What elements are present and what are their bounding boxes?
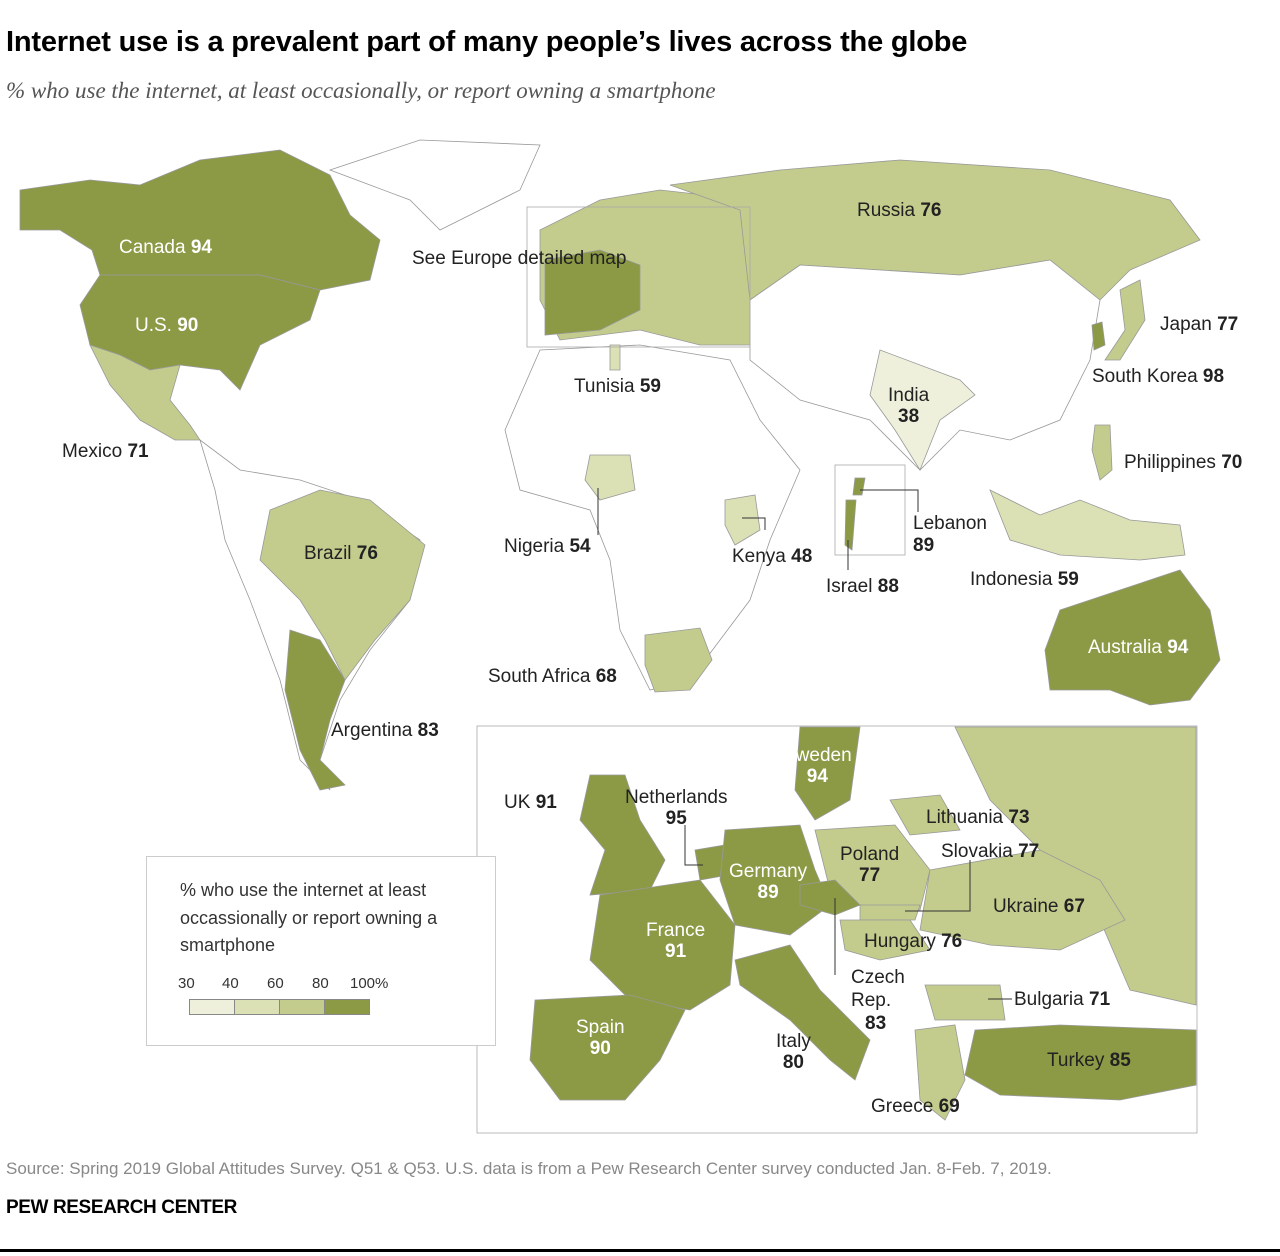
country-shape	[799, 879, 861, 916]
asia-shape	[749, 259, 1101, 471]
country-shape	[609, 344, 621, 371]
country-shape	[719, 824, 831, 936]
label-italy: Italy 80	[776, 1031, 811, 1073]
country-shape	[734, 944, 871, 1081]
label-south-korea: South Korea 98	[1092, 366, 1225, 387]
label-mexico: Mexico 71	[62, 441, 149, 462]
country-shape	[644, 627, 713, 693]
label-indonesia: Indonesia 59	[970, 569, 1079, 590]
country-shape	[989, 489, 1186, 561]
label-kenya: Kenya 48	[732, 546, 813, 567]
label-slovakia: Slovakia 77	[941, 841, 1040, 862]
greenland-shape	[328, 139, 541, 231]
country-shape	[284, 629, 346, 791]
legend: % who use the internet at least occassio…	[146, 856, 496, 1046]
label-bulgaria: Bulgaria 71	[1014, 989, 1111, 1010]
legend-title: % who use the internet at least occassio…	[180, 880, 438, 955]
legend-tick: 100%	[350, 975, 389, 992]
country-shape	[924, 984, 1006, 1021]
europe-callout-label: See Europe detailed map	[412, 248, 627, 269]
label-nigeria: Nigeria 54	[504, 536, 591, 557]
legend-tick: 80	[312, 975, 329, 992]
country-shape	[19, 149, 381, 291]
legend-tick: 40	[222, 975, 239, 992]
western-europe-shape	[544, 249, 641, 336]
country-shape	[852, 477, 866, 496]
country-shape	[859, 904, 921, 921]
label-sweden: Sweden 94	[783, 745, 852, 787]
label-france: France 91	[646, 920, 706, 962]
bottom-rule	[0, 1249, 1280, 1252]
label-uk: UK 91	[504, 792, 557, 813]
label-netherlands: Netherlands 95	[625, 787, 728, 829]
country-shape	[89, 344, 201, 441]
country-shape	[1091, 321, 1106, 351]
legend-swatch	[324, 999, 370, 1015]
page-title: Internet use is a prevalent part of many…	[6, 26, 968, 58]
label-south-africa: South Africa 68	[488, 666, 617, 687]
country-shape	[869, 349, 976, 471]
country-shape	[724, 494, 761, 546]
label-greece: Greece 69	[871, 1096, 960, 1117]
legend-swatch	[279, 999, 325, 1015]
legend-tick: 30	[178, 975, 195, 992]
legend-tick: 60	[267, 975, 284, 992]
country-shape	[914, 1024, 966, 1121]
source-note: Source: Spring 2019 Global Attitudes Sur…	[6, 1159, 1052, 1178]
label-argentina: Argentina 83	[331, 720, 439, 741]
label-lebanon: Lebanon 89	[913, 513, 987, 556]
country-shape	[1104, 279, 1146, 361]
europe-inset-shapes	[529, 726, 1197, 1121]
subtitle: % who use the internet, at least occasio…	[6, 78, 716, 103]
country-shape	[589, 879, 736, 1011]
legend-swatch	[234, 999, 280, 1015]
label-tunisia: Tunisia 59	[574, 376, 661, 397]
label-canada: Canada 94	[119, 237, 212, 258]
country-shape	[889, 794, 961, 836]
inset-russia-shape	[954, 726, 1197, 1006]
label-lithuania: Lithuania 73	[926, 807, 1030, 828]
label-israel: Israel 88	[826, 576, 899, 597]
country-shape	[839, 919, 931, 961]
label-india: India 38	[888, 385, 930, 427]
label-hungary: Hungary 76	[864, 931, 963, 952]
world-map	[19, 139, 1221, 1134]
country-shape	[1044, 569, 1221, 706]
label-poland: Poland 77	[840, 844, 900, 886]
leader-lines	[597, 488, 1012, 1000]
europe-callout-box	[526, 206, 751, 348]
country-shape	[529, 994, 686, 1101]
label-brazil: Brazil 76	[304, 543, 378, 564]
country-shape	[919, 849, 1126, 951]
label-spain: Spain 90	[576, 1017, 625, 1059]
country-shape	[964, 1024, 1197, 1101]
label-japan: Japan 77	[1160, 314, 1239, 335]
country-shape	[1091, 424, 1113, 481]
label-czech-rep: Czech Rep. 83	[851, 967, 905, 1034]
country-shape	[259, 489, 426, 681]
country-shape	[844, 499, 857, 551]
label-us: U.S. 90	[135, 315, 199, 336]
label-philippines: Philippines 70	[1124, 452, 1243, 473]
legend-swatch	[189, 999, 235, 1015]
label-russia: Russia 76	[857, 200, 942, 221]
brand-logo: PEW RESEARCH CENTER	[6, 1197, 237, 1218]
label-ukraine: Ukraine 67	[993, 896, 1085, 917]
label-germany: Germany 89	[729, 861, 808, 903]
country-shape	[794, 726, 861, 821]
label-australia: Australia 94	[1088, 637, 1189, 658]
label-turkey: Turkey 85	[1047, 1050, 1131, 1071]
